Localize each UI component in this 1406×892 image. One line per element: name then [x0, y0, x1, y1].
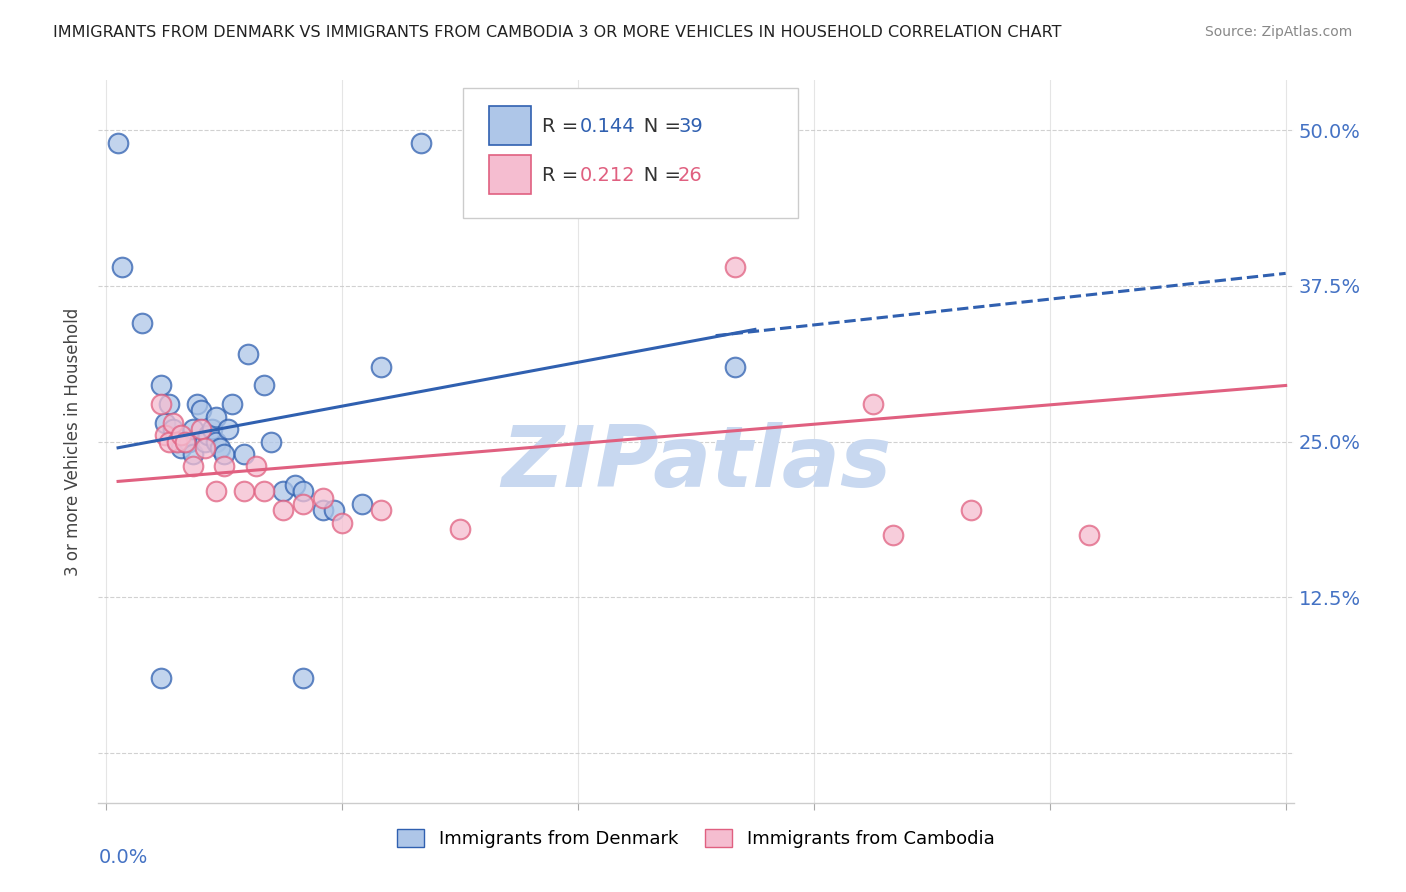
- Point: [291, 484, 314, 499]
- Point: [155, 428, 177, 442]
- Text: 0.212: 0.212: [581, 166, 636, 186]
- FancyBboxPatch shape: [463, 87, 797, 218]
- Point: [862, 397, 884, 411]
- Point: [212, 459, 235, 474]
- Point: [205, 434, 228, 449]
- Point: [232, 447, 254, 461]
- Point: [155, 416, 177, 430]
- Point: [150, 671, 173, 685]
- Point: [449, 522, 471, 536]
- Point: [177, 434, 200, 449]
- Point: [181, 422, 204, 436]
- Point: [111, 260, 134, 274]
- Point: [166, 434, 188, 449]
- Legend: Immigrants from Denmark, Immigrants from Cambodia: Immigrants from Denmark, Immigrants from…: [389, 822, 1002, 855]
- Point: [193, 434, 215, 449]
- FancyBboxPatch shape: [489, 105, 531, 145]
- Point: [311, 491, 333, 505]
- Point: [150, 397, 173, 411]
- Point: [201, 422, 224, 436]
- Point: [882, 528, 904, 542]
- Point: [197, 428, 219, 442]
- Point: [162, 422, 184, 436]
- Point: [724, 260, 747, 274]
- Point: [323, 503, 346, 517]
- Point: [236, 347, 259, 361]
- Point: [217, 422, 239, 436]
- Point: [252, 378, 274, 392]
- Point: [245, 459, 267, 474]
- Text: IMMIGRANTS FROM DENMARK VS IMMIGRANTS FROM CAMBODIA 3 OR MORE VEHICLES IN HOUSEH: IMMIGRANTS FROM DENMARK VS IMMIGRANTS FR…: [53, 25, 1062, 40]
- Text: N =: N =: [626, 117, 688, 136]
- Point: [370, 503, 392, 517]
- Text: 26: 26: [678, 166, 703, 186]
- Text: 39: 39: [678, 117, 703, 136]
- Point: [271, 484, 294, 499]
- Point: [131, 316, 153, 330]
- Point: [157, 434, 180, 449]
- Point: [409, 136, 432, 150]
- Point: [166, 434, 188, 449]
- Point: [330, 516, 353, 530]
- Text: R =: R =: [541, 166, 585, 186]
- Point: [190, 422, 212, 436]
- Point: [311, 503, 333, 517]
- Point: [960, 503, 983, 517]
- Text: N =: N =: [626, 166, 688, 186]
- Point: [162, 416, 184, 430]
- Point: [209, 441, 232, 455]
- Point: [174, 434, 197, 449]
- Point: [260, 434, 283, 449]
- Point: [221, 397, 243, 411]
- Point: [150, 378, 173, 392]
- Y-axis label: 3 or more Vehicles in Household: 3 or more Vehicles in Household: [65, 308, 83, 575]
- Point: [232, 484, 254, 499]
- Point: [724, 359, 747, 374]
- Point: [271, 503, 294, 517]
- Point: [291, 497, 314, 511]
- Point: [370, 359, 392, 374]
- Point: [193, 441, 215, 455]
- Point: [291, 671, 314, 685]
- Point: [170, 441, 193, 455]
- Point: [107, 136, 129, 150]
- FancyBboxPatch shape: [489, 154, 531, 194]
- Text: Source: ZipAtlas.com: Source: ZipAtlas.com: [1205, 25, 1353, 39]
- Text: ZIPatlas: ZIPatlas: [501, 422, 891, 505]
- Point: [252, 484, 274, 499]
- Point: [205, 409, 228, 424]
- Text: 0.0%: 0.0%: [98, 847, 148, 867]
- Point: [190, 403, 212, 417]
- Text: R =: R =: [541, 117, 585, 136]
- Point: [181, 447, 204, 461]
- Point: [157, 397, 180, 411]
- Point: [186, 397, 208, 411]
- Text: 0.144: 0.144: [581, 117, 636, 136]
- Point: [181, 459, 204, 474]
- Point: [170, 428, 193, 442]
- Point: [1078, 528, 1101, 542]
- Point: [284, 478, 307, 492]
- Point: [350, 497, 373, 511]
- Point: [174, 434, 197, 449]
- Point: [205, 484, 228, 499]
- Point: [212, 447, 235, 461]
